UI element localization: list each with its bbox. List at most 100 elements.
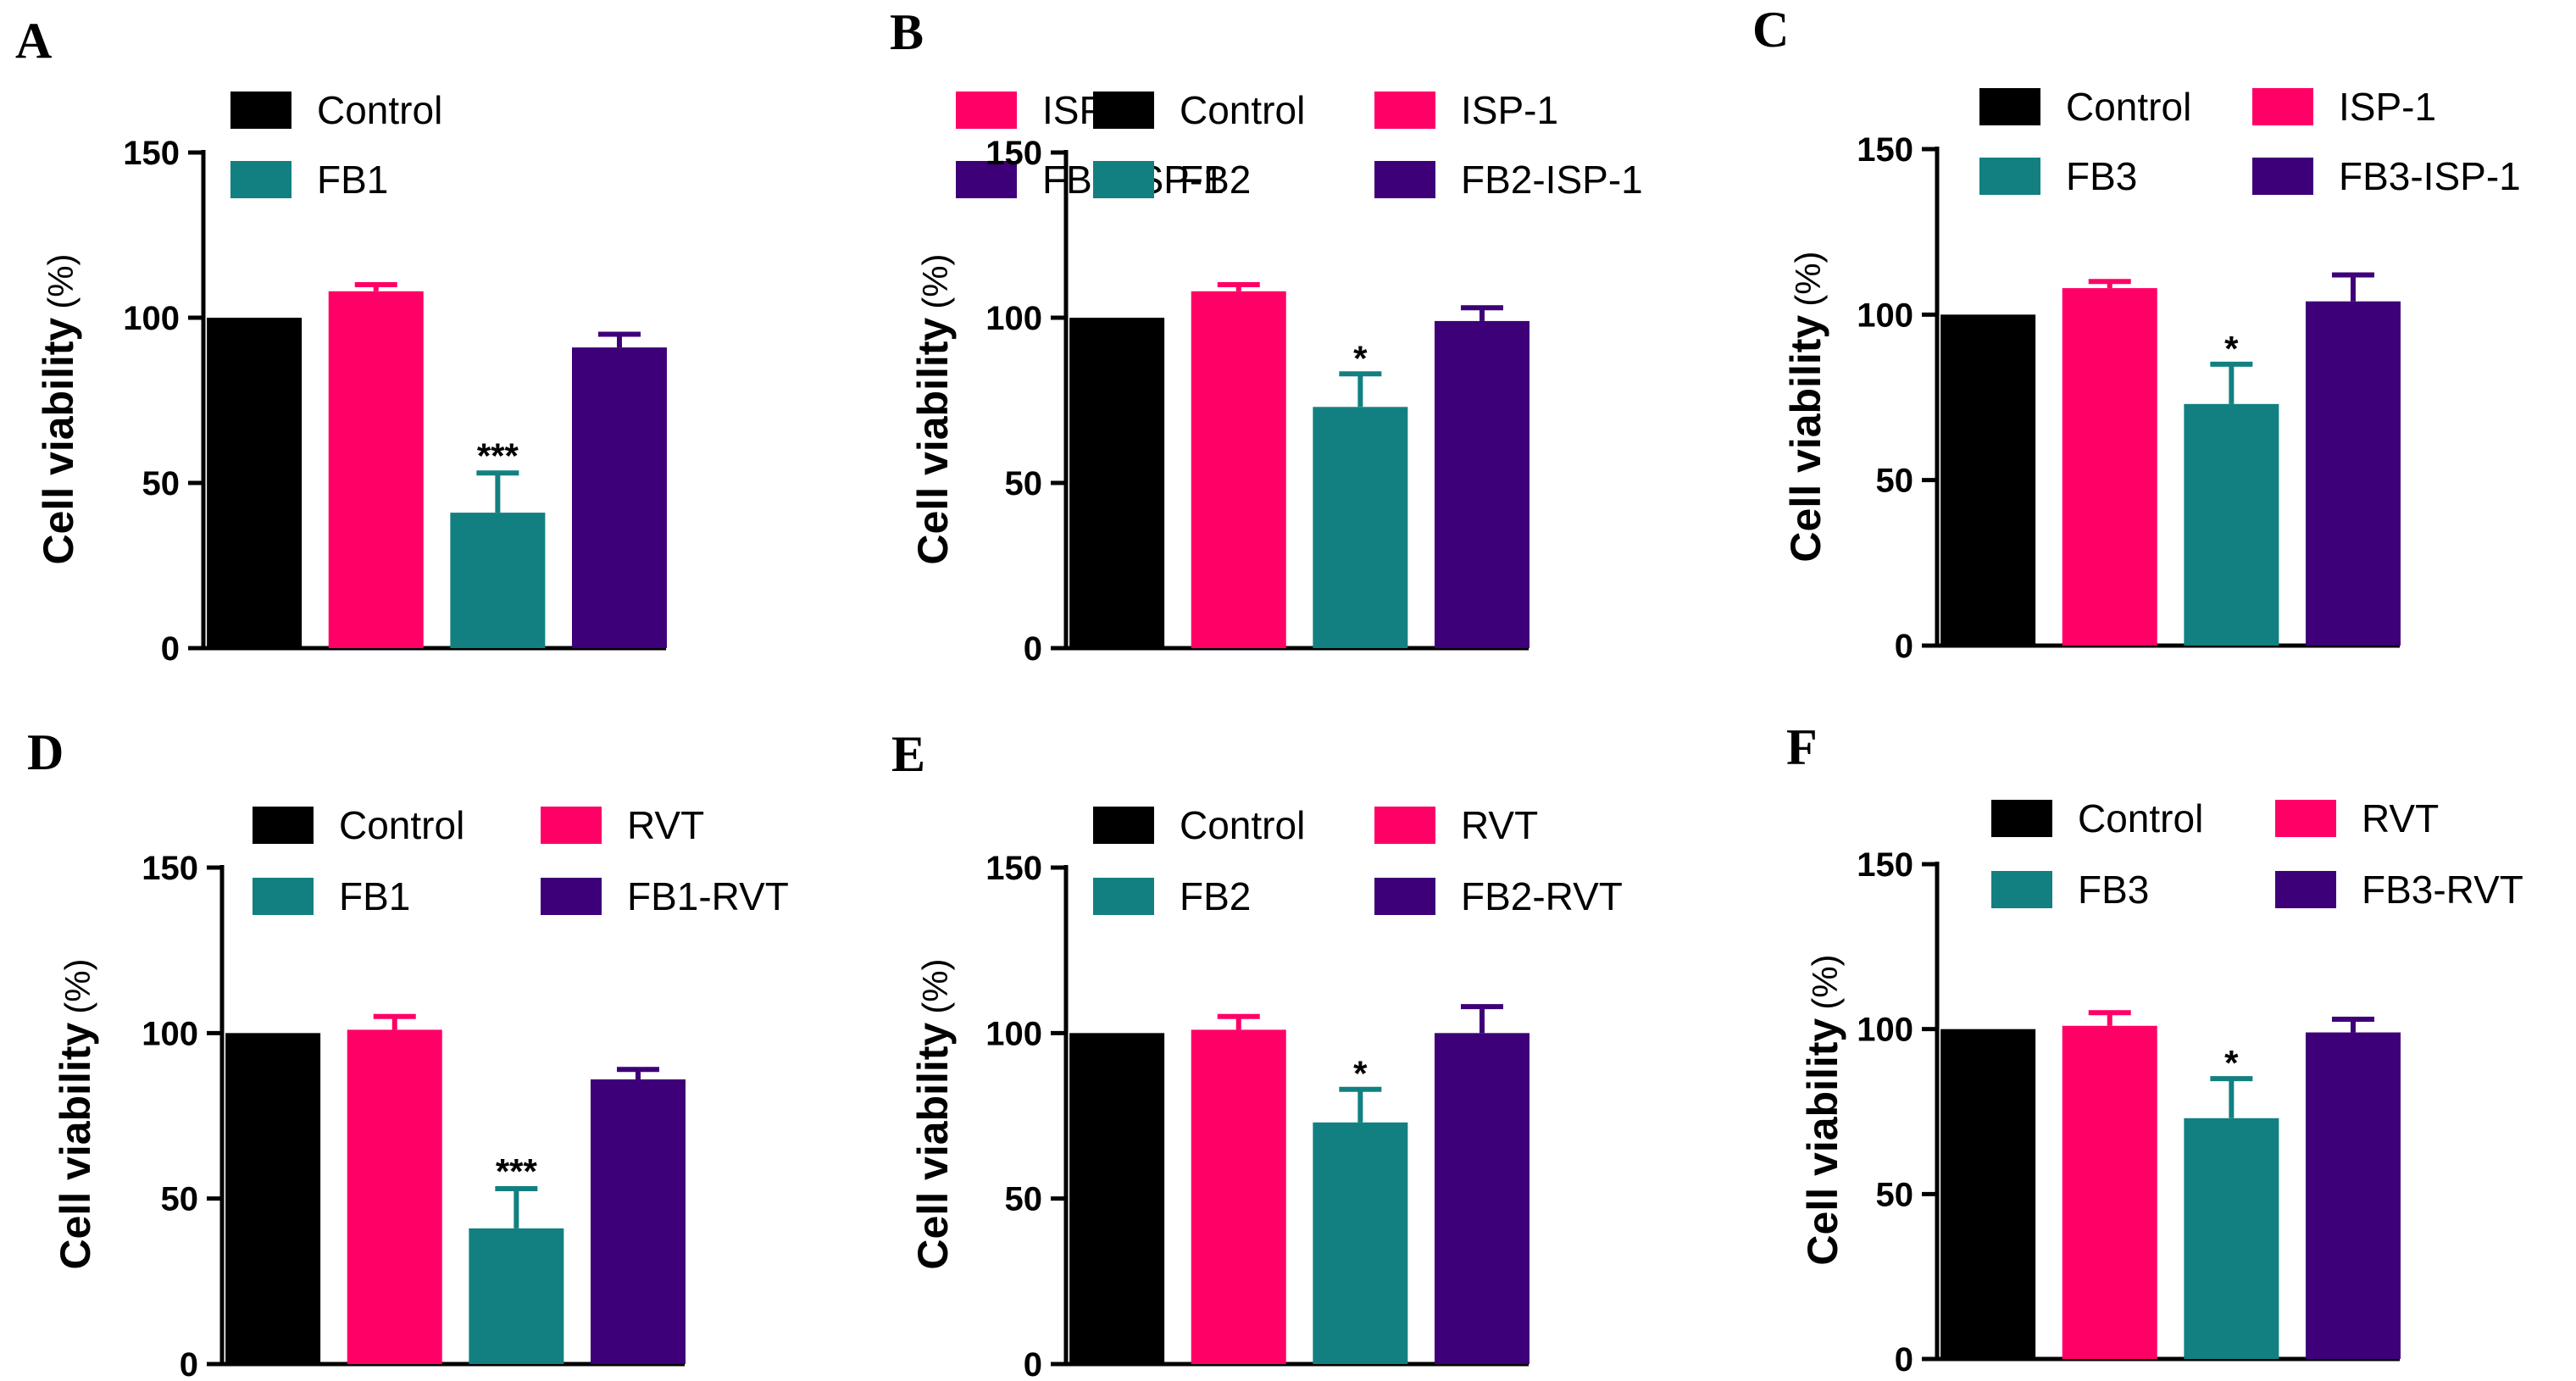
legend-swatch xyxy=(1991,871,2052,908)
y-tick-label: 100 xyxy=(985,300,1042,337)
bar-fb3 xyxy=(2184,1118,2279,1359)
bar-fb3-rvt xyxy=(2305,1032,2401,1359)
legend-swatch xyxy=(956,92,1017,129)
panel-label: E xyxy=(891,726,925,782)
legend-swatch xyxy=(1374,161,1435,198)
legend-swatch xyxy=(230,92,291,129)
legend-label: Control xyxy=(1180,88,1305,132)
bar-isp-1 xyxy=(328,291,424,648)
y-tick-label: 150 xyxy=(985,135,1042,172)
y-tick-label: 100 xyxy=(985,1015,1042,1052)
legend-label: Control xyxy=(1180,803,1305,847)
y-tick-label: 50 xyxy=(1876,1176,1914,1213)
y-axis-label: Cell viability(%) xyxy=(52,958,99,1269)
legend-swatch xyxy=(1991,800,2052,837)
legend-label: ISP-1 xyxy=(1461,88,1558,132)
y-tick-label: 150 xyxy=(985,850,1042,887)
significance-marker: *** xyxy=(477,435,519,475)
significance-marker: * xyxy=(2224,1043,2239,1083)
legend-swatch xyxy=(1093,807,1154,844)
legend-label: Control xyxy=(2078,796,2203,840)
legend-swatch xyxy=(1374,92,1435,129)
bar-control xyxy=(207,318,303,648)
legend-swatch xyxy=(2275,871,2336,908)
y-tick-label: 50 xyxy=(1005,1181,1043,1218)
bar-fb3 xyxy=(2184,403,2279,646)
bar-fb1-rvt xyxy=(590,1079,686,1364)
legend-label: Control xyxy=(2066,85,2191,129)
y-tick-label: 50 xyxy=(1005,465,1043,502)
bar-isp-1 xyxy=(2062,288,2157,646)
bar-control xyxy=(1069,1033,1165,1364)
y-axis-label: Cell viability(%) xyxy=(909,958,957,1269)
legend-swatch xyxy=(253,878,314,915)
legend-label: RVT xyxy=(627,803,704,847)
y-tick-label: 150 xyxy=(123,135,180,172)
legend-label: FB1-RVT xyxy=(627,874,789,918)
legend-swatch xyxy=(1979,158,2040,195)
bar-fb2 xyxy=(1313,407,1408,648)
legend-label: FB1 xyxy=(317,158,388,202)
bar-fb1 xyxy=(450,513,546,648)
legend-swatch xyxy=(1374,807,1435,844)
legend-label: RVT xyxy=(1461,803,1538,847)
y-tick-label: 100 xyxy=(123,300,180,337)
legend-swatch xyxy=(230,161,291,198)
y-tick-label: 100 xyxy=(142,1015,198,1052)
panel-label: C xyxy=(1752,2,1789,58)
panel-f: F Control RVT FB3 FB3-RVT Cell viability(%) 0 5… xyxy=(1786,719,2523,1378)
legend-swatch xyxy=(956,161,1017,198)
legend-label: FB1 xyxy=(339,874,410,918)
y-tick-label: 50 xyxy=(1876,463,1914,500)
legend-swatch xyxy=(2252,158,2313,195)
y-tick-label: 0 xyxy=(1024,630,1042,668)
panel-label: D xyxy=(27,724,64,780)
legend-swatch xyxy=(1979,88,2040,125)
y-tick-label: 150 xyxy=(1857,846,1913,884)
y-tick-label: 0 xyxy=(1895,1341,1913,1378)
bar-rvt xyxy=(1191,1029,1286,1364)
bar-fb1-isp-1 xyxy=(571,347,667,648)
y-tick-label: 150 xyxy=(142,850,198,887)
bar-fb3-isp-1 xyxy=(2305,301,2401,646)
legend-swatch xyxy=(1093,161,1154,198)
significance-marker: *** xyxy=(496,1151,538,1191)
y-axis-label: Cell viability(%) xyxy=(909,253,957,564)
legend-label: FB2 xyxy=(1180,874,1251,918)
significance-marker: * xyxy=(1353,1054,1368,1094)
panel-label: F xyxy=(1786,719,1818,775)
legend-swatch xyxy=(1093,92,1154,129)
legend-swatch xyxy=(253,807,314,844)
panel-label: A xyxy=(15,13,52,69)
bar-fb2 xyxy=(1313,1122,1408,1364)
significance-marker: * xyxy=(1353,338,1368,378)
bar-control xyxy=(1940,1029,2036,1359)
y-axis-label: Cell viability(%) xyxy=(1799,954,1846,1265)
legend-swatch xyxy=(541,878,602,915)
significance-marker: * xyxy=(2224,329,2239,369)
y-tick-label: 0 xyxy=(1024,1346,1042,1381)
legend-swatch xyxy=(1374,878,1435,915)
legend-swatch xyxy=(541,807,602,844)
panel-label: B xyxy=(890,4,924,60)
legend-label: FB2 xyxy=(1180,158,1251,202)
legend-label: FB3 xyxy=(2078,868,2149,912)
bar-control xyxy=(1940,314,2036,646)
y-tick-label: 100 xyxy=(1857,1012,1913,1049)
bar-fb1 xyxy=(469,1228,564,1364)
bar-control xyxy=(1069,318,1165,648)
y-tick-label: 50 xyxy=(161,1181,199,1218)
y-axis-label: Cell viability(%) xyxy=(1782,251,1829,562)
bar-fb2-isp-1 xyxy=(1434,320,1530,648)
legend-label: RVT xyxy=(2362,796,2439,840)
legend-label: Control xyxy=(317,88,442,132)
legend-label: FB3 xyxy=(2066,154,2137,198)
y-tick-label: 150 xyxy=(1857,131,1913,169)
y-tick-label: 0 xyxy=(161,630,180,668)
legend-swatch xyxy=(2275,800,2336,837)
bar-rvt xyxy=(2062,1025,2157,1359)
legend-label: ISP-1 xyxy=(2339,85,2436,129)
legend-label: FB2-RVT xyxy=(1461,874,1623,918)
